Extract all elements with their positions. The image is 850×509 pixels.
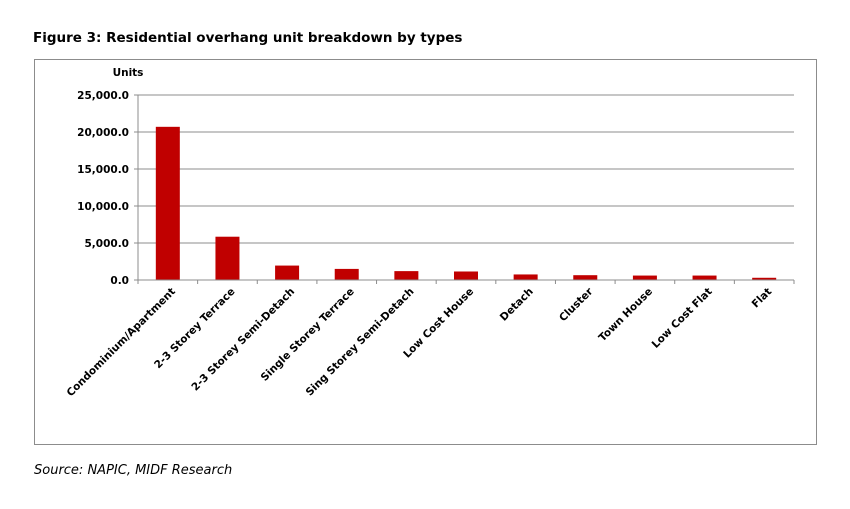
x-tick-label: Sing Storey Semi-Detach: [304, 286, 417, 399]
bar-8: [573, 275, 598, 280]
x-axis: [137, 95, 795, 284]
bar-6: [454, 271, 478, 280]
figure-source: Source: NAPIC, MIDF Research: [34, 463, 233, 478]
bar-5: [394, 271, 419, 280]
y-axis-ticks: 0.0 5,000.0 10,000.0 15,000.0 20,000.0 25,000…: [77, 90, 138, 287]
bar-4: [334, 268, 359, 280]
bar-9: [632, 275, 657, 280]
bar-10: [692, 275, 717, 280]
x-tick-label: 2-3 Storey Semi-Detach: [189, 286, 297, 394]
y-tick-label: 10,000.0: [77, 201, 129, 213]
x-tick-label: Condominium/Apartment: [64, 286, 177, 399]
x-tick-label: Town House: [597, 286, 655, 344]
bars: [155, 126, 777, 280]
chart-frame: [34, 59, 817, 445]
bar-2: [215, 236, 240, 280]
x-tick-label: Cluster: [557, 285, 596, 324]
bar-11: [752, 277, 777, 280]
x-tick-label: Low Cost Flat: [650, 286, 715, 351]
y-tick-label: 20,000.0: [77, 127, 129, 139]
figure-title: Figure 3: Residential overhang unit brea…: [33, 30, 463, 46]
grid-lines: [138, 94, 794, 244]
bar-7: [513, 274, 538, 280]
x-tick-label: Flat: [750, 286, 775, 311]
y-tick-label: 25,000.0: [77, 90, 129, 102]
y-tick-label: 0.0: [110, 275, 129, 287]
x-tick-label: Detach: [498, 286, 536, 324]
bar-1: [155, 126, 180, 280]
y-tick-label: 5,000.0: [84, 238, 129, 250]
y-axis-label: Units: [113, 67, 144, 79]
y-tick-label: 15,000.0: [77, 164, 129, 176]
bar-3: [275, 265, 300, 280]
